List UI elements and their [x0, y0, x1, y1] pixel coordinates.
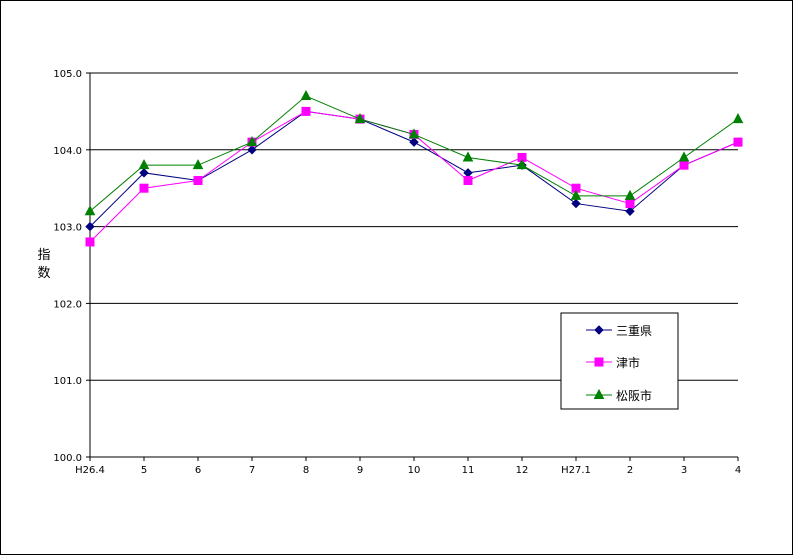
data-point	[733, 137, 743, 147]
data-point	[85, 237, 95, 247]
x-tick-label: 10	[408, 465, 421, 476]
data-point	[300, 89, 312, 101]
legend-entry: 松阪市	[586, 388, 652, 403]
data-point	[138, 159, 150, 170]
series-1	[85, 106, 743, 232]
legend-marker	[594, 357, 604, 367]
data-point	[571, 198, 581, 209]
y-axis-label: 指数	[37, 248, 50, 281]
data-point	[624, 189, 636, 200]
y-tick-label: 105.0	[53, 69, 82, 80]
x-tick-label: 12	[516, 465, 529, 476]
y-tick-label: 100.0	[53, 453, 82, 464]
data-point	[463, 168, 473, 178]
y-axis-label-char: 数	[37, 266, 50, 281]
data-point	[463, 176, 473, 186]
data-point	[409, 137, 419, 147]
data-point	[84, 205, 96, 216]
series-3	[84, 89, 744, 216]
data-point	[625, 199, 635, 209]
x-tick-label: 2	[627, 465, 633, 476]
legend-marker	[594, 325, 604, 335]
x-tick-label: 5	[141, 465, 147, 476]
data-point	[193, 176, 203, 186]
data-point	[139, 168, 149, 178]
series-line	[89, 95, 739, 212]
legend-marker	[593, 388, 605, 399]
data-point	[462, 151, 474, 162]
x-tick-label: 9	[357, 465, 363, 476]
y-tick-labels: 100.0 101.0 102.0 103.0 104.0 105.0	[53, 69, 82, 464]
data-point	[192, 159, 204, 170]
data-point	[354, 113, 366, 124]
data-point	[85, 221, 95, 232]
x-tick-label: 3	[681, 465, 687, 476]
y-tick-label: 103.0	[53, 223, 82, 234]
x-tick-labels: H26.4 5 6 7 8 9 10 11 12 H27.1 2 3 4	[75, 465, 741, 476]
data-point	[516, 159, 528, 170]
legend-label: 津市	[616, 355, 640, 370]
data-point	[408, 128, 420, 139]
data-point	[139, 183, 149, 193]
data-point	[679, 160, 689, 170]
legend-label: 松阪市	[616, 388, 652, 403]
x-tick-label: 11	[462, 465, 475, 476]
x-tick-label: 6	[195, 465, 201, 476]
x-tick-label: H26.4	[75, 465, 105, 476]
data-point	[246, 136, 258, 147]
data-point	[570, 189, 582, 200]
y-tick-label: 101.0	[53, 376, 82, 387]
legend-box	[560, 312, 679, 410]
y-tick-label: 102.0	[53, 299, 82, 310]
y-tick-label: 104.0	[53, 146, 82, 157]
data-point	[301, 106, 311, 116]
data-point	[732, 113, 744, 124]
x-tick-label: 7	[249, 465, 255, 476]
legend-label: 三重県	[616, 324, 652, 338]
x-tick-label: H27.1	[561, 465, 591, 476]
x-tick-label: 4	[735, 465, 741, 476]
data-point	[678, 151, 690, 162]
x-tick-label: 8	[303, 465, 309, 476]
legend-entry: 津市	[586, 355, 640, 370]
axes	[89, 73, 739, 461]
y-axis-label-char: 指	[37, 248, 50, 263]
series-group	[84, 89, 744, 247]
legend-entry: 三重県	[586, 324, 652, 338]
data-point	[625, 206, 635, 216]
series-2	[85, 106, 743, 247]
data-point	[247, 145, 257, 155]
